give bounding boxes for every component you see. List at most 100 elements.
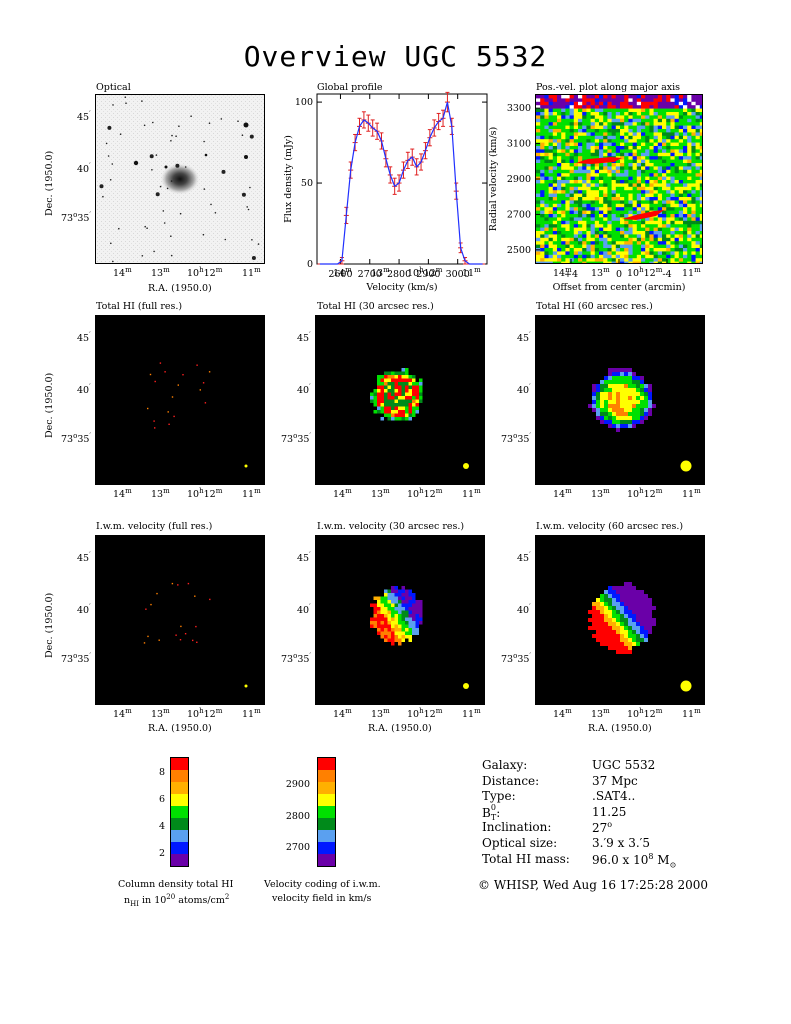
map-pixel (387, 406, 391, 410)
colorbar-tick-label: 2800 (285, 810, 310, 822)
map-pixel (620, 622, 624, 626)
map-pixel (604, 400, 608, 404)
pv-cell (645, 112, 650, 116)
pv-cell (578, 193, 583, 198)
pv-cell (636, 146, 642, 150)
pv-cell (674, 207, 680, 211)
map-pixel (600, 392, 604, 396)
map-pixel (412, 410, 416, 414)
map-pixel (391, 617, 395, 621)
map-pixel (616, 388, 620, 392)
pv-cell (578, 118, 583, 123)
dec-tick-label: 73o35′ (281, 432, 311, 446)
pv-cell (657, 193, 663, 198)
pv-cell (691, 234, 696, 239)
pv-cell (536, 224, 541, 228)
star (111, 163, 114, 165)
star (202, 233, 205, 236)
pv-cell (594, 251, 600, 256)
pv-cell (636, 197, 642, 201)
map-pixel (616, 646, 620, 650)
star (141, 100, 143, 102)
ra-tick-label: 14m (553, 707, 572, 721)
pv-cell (678, 207, 684, 211)
map-pixel (412, 600, 416, 604)
pv-cell (620, 176, 625, 181)
pv-cell (674, 210, 680, 215)
pv-cell (565, 248, 570, 252)
pv-cell (544, 261, 549, 263)
pv-cell (552, 132, 558, 137)
pv-cell (586, 132, 591, 137)
pv-cell (666, 193, 671, 198)
pv-cell (611, 115, 617, 120)
pv-cell (578, 135, 583, 140)
map-pixel (612, 384, 616, 388)
pv-cell (624, 163, 629, 167)
pv-cell (586, 210, 591, 215)
pv-cell (573, 248, 579, 252)
map-pixel (401, 607, 405, 611)
pv-cell (544, 156, 549, 160)
pv-cell (678, 132, 684, 137)
pv-cell (649, 115, 654, 120)
map-pixel (387, 621, 391, 625)
pv-cell (666, 135, 671, 140)
pv-cell (624, 112, 629, 116)
map-pixel (391, 396, 395, 400)
map-pixel (401, 586, 405, 590)
pv-cell (641, 231, 646, 235)
pv-cell (599, 163, 604, 167)
pv-cell (578, 101, 583, 106)
pv-cell (695, 220, 701, 225)
map-pixel (640, 606, 644, 610)
pv-cell (582, 186, 587, 191)
pv-cell (636, 244, 642, 249)
map-pixel (600, 404, 604, 408)
pv-cell (662, 261, 667, 263)
pv-cell (582, 207, 587, 211)
dec-tick-label: 45′ (297, 551, 311, 565)
ra-tick-label: 11m (242, 266, 261, 280)
pv-cell (607, 190, 612, 194)
map-pixel (405, 614, 409, 618)
map-pixel (394, 589, 398, 593)
pv-cell (582, 190, 587, 194)
pv-cell (557, 261, 562, 263)
pv-cell (632, 149, 638, 154)
pv-cell (666, 224, 671, 228)
map-pixel (640, 392, 644, 396)
pv-cell (569, 193, 575, 198)
pv-cell (590, 108, 596, 113)
pv-cell (691, 169, 696, 174)
pv-cell (687, 169, 692, 174)
map-pixel (628, 416, 632, 420)
map-pixel (640, 376, 644, 380)
pv-cell (649, 244, 654, 249)
pv-cell (536, 217, 541, 222)
map-pixel (391, 624, 395, 628)
map-pixel (401, 631, 405, 635)
pv-cell (624, 251, 629, 256)
pv-cell (590, 135, 596, 140)
pv-cell (548, 156, 554, 160)
map-pixel (391, 375, 395, 379)
pv-cell (569, 231, 575, 235)
pv-cell (632, 122, 638, 126)
map-pixel (616, 586, 620, 590)
map-pixel (640, 404, 644, 408)
hi-pixel (159, 362, 162, 364)
pv-cell (632, 231, 638, 235)
pv-cell (641, 203, 646, 208)
pv-cell (557, 112, 562, 116)
map-pixel (616, 606, 620, 610)
pv-cell (657, 156, 663, 160)
pv-cell (552, 227, 558, 232)
map-pixel (620, 598, 624, 602)
pv-cell (536, 254, 541, 259)
pv-cell (653, 139, 659, 143)
pv-cell (594, 101, 600, 106)
vel-full-title: I.w.m. velocity (full res.) (96, 521, 213, 532)
pv-cell (615, 169, 621, 174)
pv-cell (594, 149, 600, 154)
